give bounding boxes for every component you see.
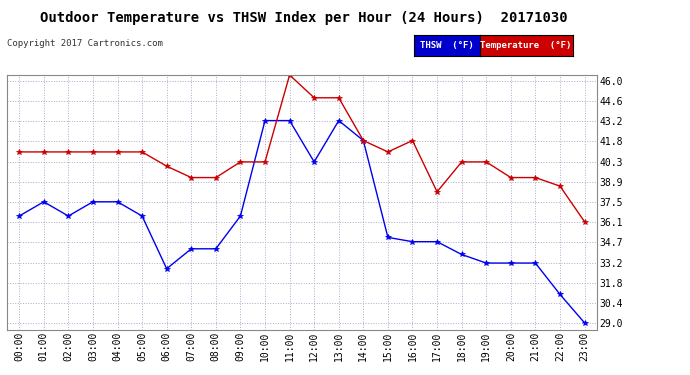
Text: Copyright 2017 Cartronics.com: Copyright 2017 Cartronics.com <box>7 39 163 48</box>
Text: Outdoor Temperature vs THSW Index per Hour (24 Hours)  20171030: Outdoor Temperature vs THSW Index per Ho… <box>40 11 567 25</box>
Text: Temperature  (°F): Temperature (°F) <box>480 41 572 50</box>
Text: THSW  (°F): THSW (°F) <box>420 41 473 50</box>
